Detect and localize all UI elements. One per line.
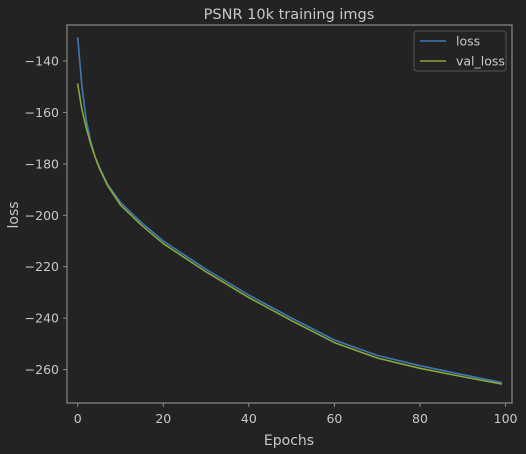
x-tick-label: 100: [494, 411, 518, 426]
legend-label: loss: [456, 34, 480, 49]
x-tick-label: 0: [74, 411, 82, 426]
y-tick-label: −260: [25, 362, 59, 377]
x-tick-label: 40: [241, 411, 257, 426]
y-tick-label: −220: [25, 259, 59, 274]
y-tick-label: −160: [25, 105, 59, 120]
y-tick-label: −200: [25, 208, 59, 223]
plot-area-frame: [66, 24, 513, 404]
series-line-loss: [76, 37, 503, 384]
x-tick-label: 60: [326, 411, 342, 426]
y-tick-label: −240: [25, 311, 59, 326]
series-line-val-loss: [76, 83, 503, 385]
legend-label: val_loss: [456, 54, 505, 69]
legend: loss val_loss: [413, 30, 507, 72]
y-tick-label: −180: [25, 156, 59, 171]
x-axis-label: Epochs: [264, 433, 314, 449]
y-axis-label: loss: [6, 201, 22, 228]
y-axis-ticks: −140 −160 −180 −200 −220 −240 −260: [25, 54, 67, 377]
y-tick-label: −140: [25, 54, 59, 69]
x-tick-label: 80: [412, 411, 428, 426]
chart-title: PSNR 10k training imgs: [204, 7, 375, 23]
series-lines: [76, 37, 503, 385]
x-tick-label: 20: [155, 411, 171, 426]
x-axis-ticks: 0 20 40 60 80 100: [74, 403, 518, 426]
